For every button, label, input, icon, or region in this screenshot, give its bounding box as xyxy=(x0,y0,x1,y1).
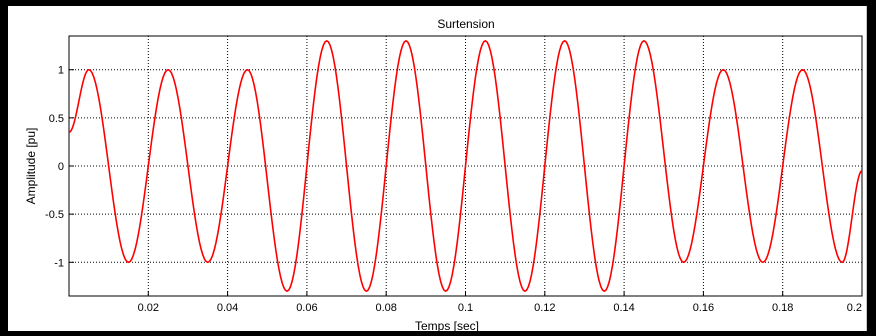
x-tick-label: 0.04 xyxy=(217,302,238,314)
y-tick-label: 1 xyxy=(58,65,64,77)
y-tick-label: -1 xyxy=(54,257,64,269)
x-tick-label: 0.08 xyxy=(375,302,396,314)
series-line xyxy=(68,40,863,292)
x-tick-label: 0.2 xyxy=(847,302,862,314)
y-tick-label: 0 xyxy=(58,161,64,173)
x-tick-label: 0.1 xyxy=(458,302,473,314)
y-tick-label: 0.5 xyxy=(49,113,64,125)
x-axis: 0.02 0.04 0.06 0.08 0.1 0.12 0.14 0.16 0.18 0.2 xyxy=(138,291,863,314)
x-tick-label: 0.12 xyxy=(534,302,555,314)
x-tick-label: 0.06 xyxy=(296,302,317,314)
x-tick-label: 0.14 xyxy=(613,302,634,314)
x-tick-label: 0.02 xyxy=(138,302,159,314)
series-group xyxy=(68,40,863,292)
chart-title: Surtension xyxy=(437,17,494,31)
y-tick-label: -0.5 xyxy=(45,209,64,221)
figure-edge xyxy=(866,6,867,331)
x-tick-label: 0.18 xyxy=(772,302,793,314)
x-tick-label: 0.16 xyxy=(693,302,714,314)
y-axis-label: Amplitude [pu] xyxy=(24,128,38,205)
y-axis: 1 0.5 0 -0.5 -1 xyxy=(45,65,74,269)
x-axis-label: Temps [sec] xyxy=(415,319,479,333)
